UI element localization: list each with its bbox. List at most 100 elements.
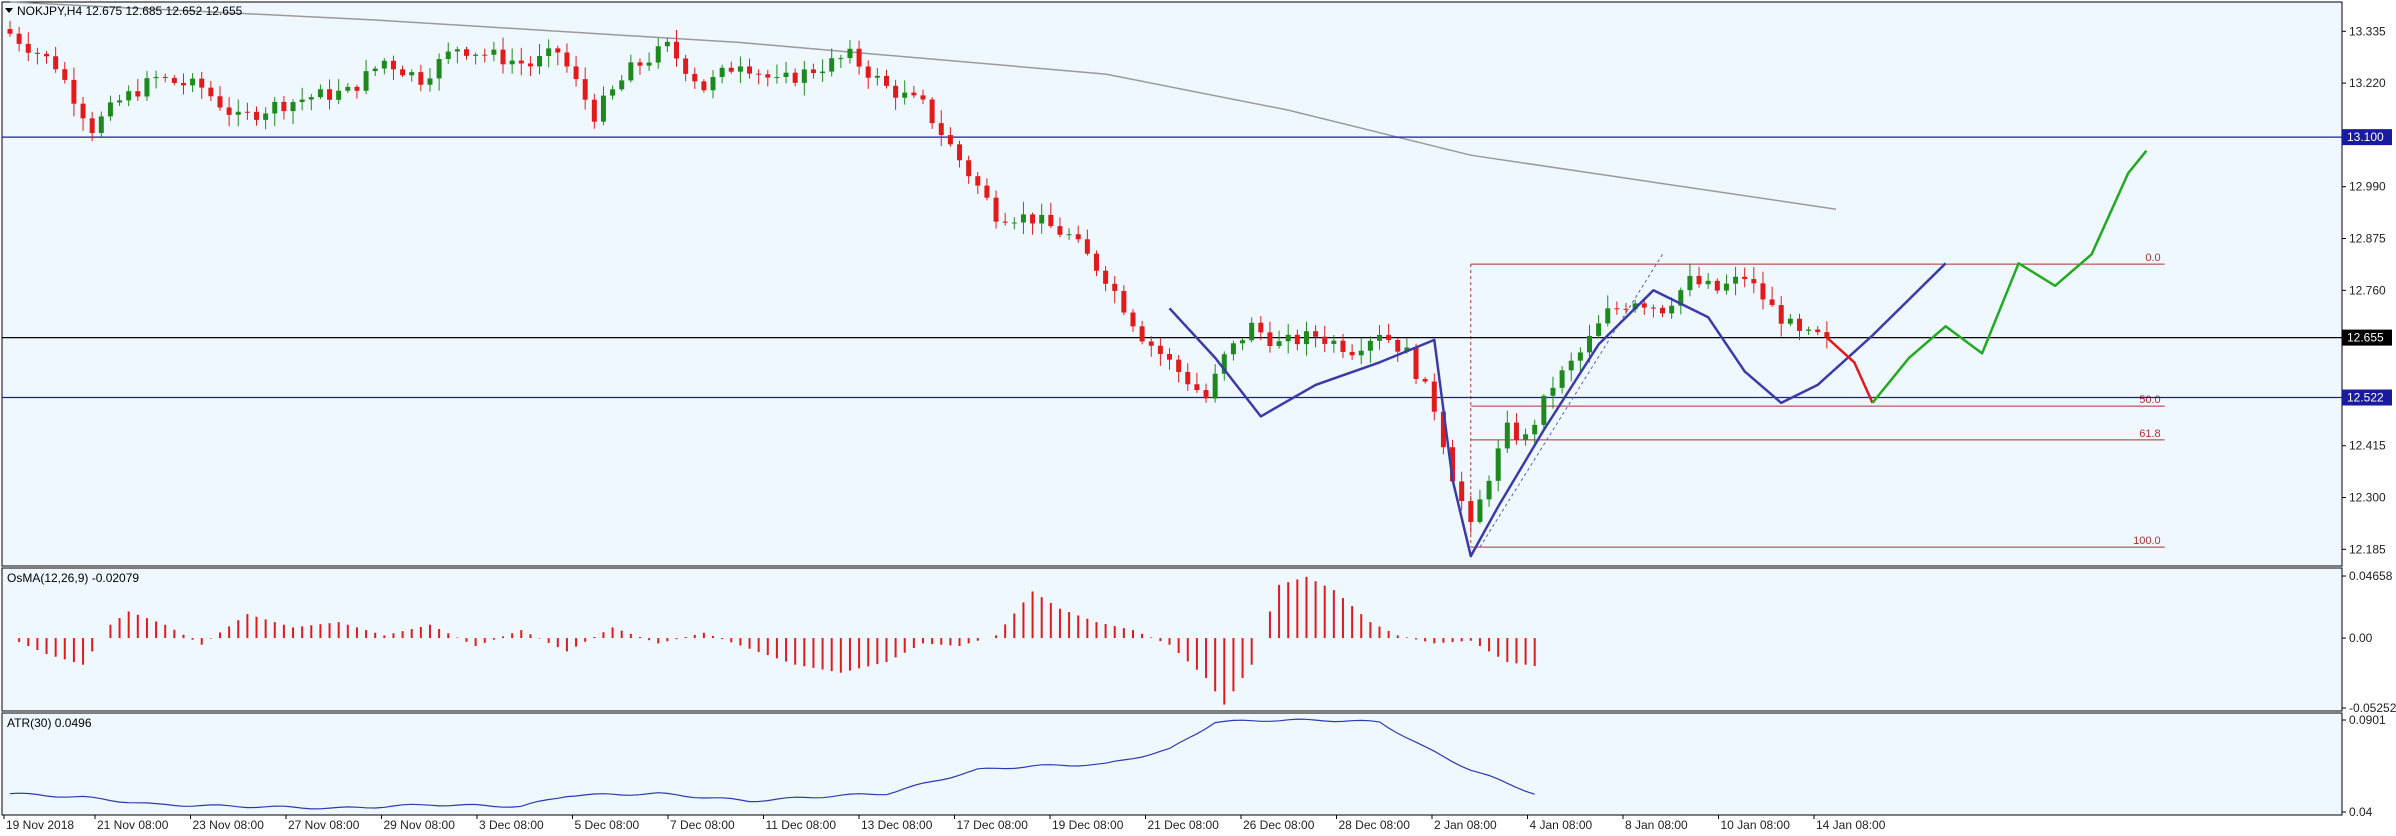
candle	[1011, 217, 1017, 230]
candle	[7, 20, 13, 37]
candle	[546, 39, 552, 68]
time-tick-label: 23 Nov 08:00	[193, 818, 265, 832]
candle	[683, 54, 689, 82]
candle	[317, 84, 323, 100]
candle	[327, 79, 333, 110]
candle	[619, 75, 625, 92]
osma-tick-label: 0.04658	[2349, 569, 2393, 583]
price-tick-label: 12.990	[2349, 180, 2386, 194]
projection-path-green[interactable]	[1871, 149, 2148, 404]
candle	[710, 70, 716, 99]
candle	[199, 71, 205, 99]
chevron-down-icon[interactable]	[5, 8, 13, 13]
candle	[1495, 440, 1501, 492]
osma-panel[interactable]: 0.04658 0.00 -0.05252 OsMA(12,26,9) -0.020…	[1, 567, 2396, 715]
candle	[1395, 338, 1401, 362]
candle	[1377, 325, 1382, 350]
candle	[1632, 299, 1638, 313]
fib-level-label: 0.0	[2145, 252, 2160, 264]
candle	[89, 111, 95, 142]
candle	[436, 53, 442, 91]
analysis-paths[interactable]	[1168, 149, 2148, 558]
candle	[564, 43, 570, 73]
atr-panel[interactable]: 0.0901 0.04 ATR(30) 0.0496	[1, 712, 2386, 819]
candle	[1285, 323, 1291, 354]
candle	[500, 37, 506, 74]
candle	[1532, 419, 1538, 447]
candle	[1249, 317, 1255, 343]
candle	[1660, 305, 1666, 318]
candle	[820, 59, 826, 82]
candle	[847, 40, 853, 64]
candle	[1723, 274, 1729, 295]
candle	[573, 55, 579, 87]
candle	[1303, 321, 1309, 356]
candle	[1130, 309, 1136, 332]
candle	[747, 58, 753, 79]
main-panel-background	[1, 1, 2343, 567]
candle	[1267, 321, 1273, 353]
atr-label: ATR(30) 0.0496	[7, 716, 92, 730]
main-panel[interactable]: 0.0 50.0 61.8 100.0 13.100 12.655 12.522 13.3…	[1, 1, 2392, 567]
candle	[783, 61, 789, 84]
fib-level-label: 100.0	[2133, 535, 2161, 547]
candle	[390, 55, 396, 81]
time-tick-label: 29 Nov 08:00	[384, 818, 456, 832]
candle	[509, 48, 515, 74]
candle	[975, 171, 981, 195]
atr-axis: 0.0901 0.04	[2342, 713, 2386, 819]
chart-header: NOKJPY,H4 12.675 12.685 12.652 12.655	[5, 4, 243, 18]
candle	[153, 70, 159, 89]
time-tick-label: 17 Dec 08:00	[957, 818, 1029, 832]
candle	[244, 102, 250, 120]
price-tick-label: 12.415	[2349, 439, 2386, 453]
candle	[1769, 286, 1775, 307]
moving-average	[9, 1, 1837, 210]
time-tick-label: 26 Dec 08:00	[1243, 818, 1315, 832]
candle	[1413, 343, 1419, 385]
projection-path-red[interactable]	[1826, 336, 1874, 404]
candle	[1030, 212, 1036, 235]
candle	[308, 93, 314, 111]
time-tick-label: 8 Jan 08:00	[1625, 818, 1688, 832]
candle	[1504, 410, 1510, 453]
candle	[646, 52, 652, 71]
candle	[409, 69, 415, 82]
candle	[938, 110, 944, 147]
candle	[947, 127, 953, 147]
time-tick-label: 21 Dec 08:00	[1148, 818, 1220, 832]
time-tick-label: 2 Jan 08:00	[1434, 818, 1497, 832]
candle	[1760, 271, 1766, 310]
candle	[719, 64, 725, 84]
candle	[527, 56, 533, 77]
candle	[473, 52, 479, 65]
candle	[235, 99, 241, 127]
candle	[673, 29, 679, 67]
candle	[555, 45, 561, 66]
candle	[1559, 366, 1565, 394]
price-tick-label: 13.335	[2349, 24, 2386, 38]
time-tick-label: 27 Nov 08:00	[288, 818, 360, 832]
horizontal-lines[interactable]: 13.100 12.655 12.522	[2, 129, 2392, 406]
candle	[1075, 225, 1081, 243]
candle	[80, 96, 86, 131]
price-tick-label: 12.875	[2349, 232, 2386, 246]
candle	[537, 43, 543, 75]
candle	[1431, 373, 1437, 421]
projection-path-blue[interactable]	[1168, 262, 1947, 558]
candle	[1039, 203, 1045, 234]
candle	[1139, 320, 1145, 345]
candle	[254, 106, 260, 126]
candle	[1477, 489, 1483, 524]
candle	[1778, 296, 1784, 337]
candle	[1650, 304, 1656, 318]
atr-tick-label: 0.04	[2349, 805, 2373, 819]
time-tick-label: 13 Dec 08:00	[861, 818, 933, 832]
candle	[1358, 337, 1364, 365]
candle	[1386, 323, 1392, 343]
candle	[518, 47, 524, 76]
candle	[53, 46, 59, 73]
candle	[98, 111, 104, 137]
candle	[637, 58, 643, 75]
